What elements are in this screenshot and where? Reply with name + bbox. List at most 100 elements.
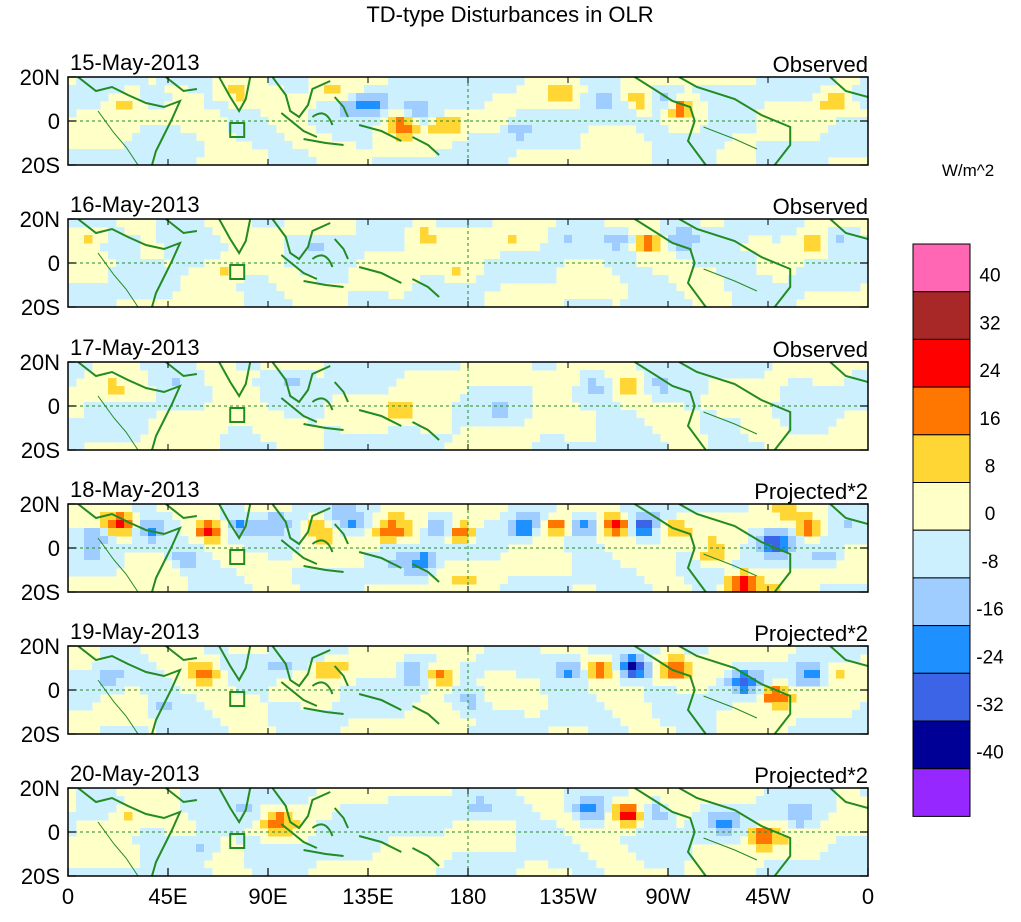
field-cell [508, 584, 517, 592]
field-cell [188, 852, 197, 861]
field-cell [804, 820, 813, 829]
field-cell [332, 426, 341, 435]
field-cell [844, 860, 853, 869]
field-cell [420, 227, 429, 236]
field-cell [676, 670, 685, 679]
field-cell [124, 410, 133, 419]
field-cell [324, 275, 333, 284]
field-cell [780, 512, 789, 521]
field-cell [500, 85, 509, 94]
field-cell [828, 512, 837, 521]
colorbar-tick-label: 0 [985, 504, 996, 525]
field-cell [268, 149, 277, 158]
field-cell [788, 219, 797, 228]
field-cell [756, 275, 765, 284]
field-cell [236, 678, 245, 687]
field-cell [860, 85, 868, 94]
field-cell [820, 796, 829, 805]
coastlines [77, 77, 868, 165]
field-cell [436, 219, 445, 228]
field-cell [492, 520, 501, 529]
field-cell [684, 243, 693, 252]
field-cell [140, 77, 149, 86]
field-cell [812, 394, 821, 403]
field-cell [236, 812, 245, 821]
field-cell [820, 101, 829, 110]
field-cell [116, 520, 125, 529]
field-cell [132, 418, 141, 427]
field-cell [388, 820, 397, 829]
field-cell [844, 726, 853, 734]
field-cell [500, 868, 509, 876]
field-cell [780, 410, 789, 419]
field-cell [628, 844, 637, 853]
field-cell [708, 702, 717, 711]
field-cell [708, 85, 717, 94]
field-cell [660, 442, 669, 450]
field-cell [636, 283, 645, 292]
field-cell [204, 852, 213, 861]
field-cell [820, 418, 829, 427]
field-cell [476, 93, 485, 102]
field-cell [212, 670, 221, 679]
field-cell [188, 378, 197, 387]
field-cell [812, 812, 821, 821]
field-cell [516, 662, 525, 671]
field-cell [828, 125, 837, 134]
field-cell [76, 702, 85, 711]
field-cell [764, 836, 773, 845]
field-cell [732, 584, 741, 592]
field-cell [580, 678, 589, 687]
field-cell [76, 77, 85, 86]
field-cell [636, 235, 645, 244]
field-cell [772, 410, 781, 419]
field-cell [100, 646, 109, 655]
field-cell [388, 370, 397, 379]
field-cell [860, 243, 868, 252]
field-cell [644, 686, 653, 695]
field-cell [732, 291, 741, 300]
field-cell [468, 386, 477, 395]
field-cell [332, 576, 341, 585]
field-cell [428, 552, 437, 561]
field-cell [492, 868, 501, 876]
field-cell [196, 718, 205, 727]
field-cell [684, 101, 693, 110]
field-cell [148, 410, 157, 419]
field-cell [388, 125, 397, 134]
field-cell [292, 796, 301, 805]
field-cell [292, 149, 301, 158]
field-cell [780, 560, 789, 569]
field-cell [444, 812, 453, 821]
field-cell [524, 125, 533, 134]
sumatra-coast [280, 681, 318, 707]
field-cell [332, 259, 341, 268]
field-cell [604, 646, 613, 655]
field-cell [732, 418, 741, 427]
field-cell [636, 243, 645, 252]
field-cell [580, 77, 589, 86]
field-cell [348, 568, 357, 577]
field-cell [180, 702, 189, 711]
field-cell [380, 576, 389, 585]
field-cell [812, 804, 821, 813]
field-cell [340, 512, 349, 521]
field-cell [284, 646, 293, 655]
field-cell [756, 77, 765, 86]
field-cell [644, 804, 653, 813]
field-cell [532, 836, 541, 845]
field-cell [204, 670, 213, 679]
field-cell [324, 670, 333, 679]
field-cell [636, 836, 645, 845]
field-cell [572, 394, 581, 403]
field-cell [252, 219, 261, 228]
field-cell [308, 251, 317, 260]
field-cell [548, 836, 557, 845]
field-cell [604, 584, 613, 592]
field-cell [364, 804, 373, 813]
field-cell [332, 520, 341, 529]
field-cell [860, 844, 868, 853]
west-africa-coast [829, 504, 868, 525]
field-cell [620, 235, 629, 244]
